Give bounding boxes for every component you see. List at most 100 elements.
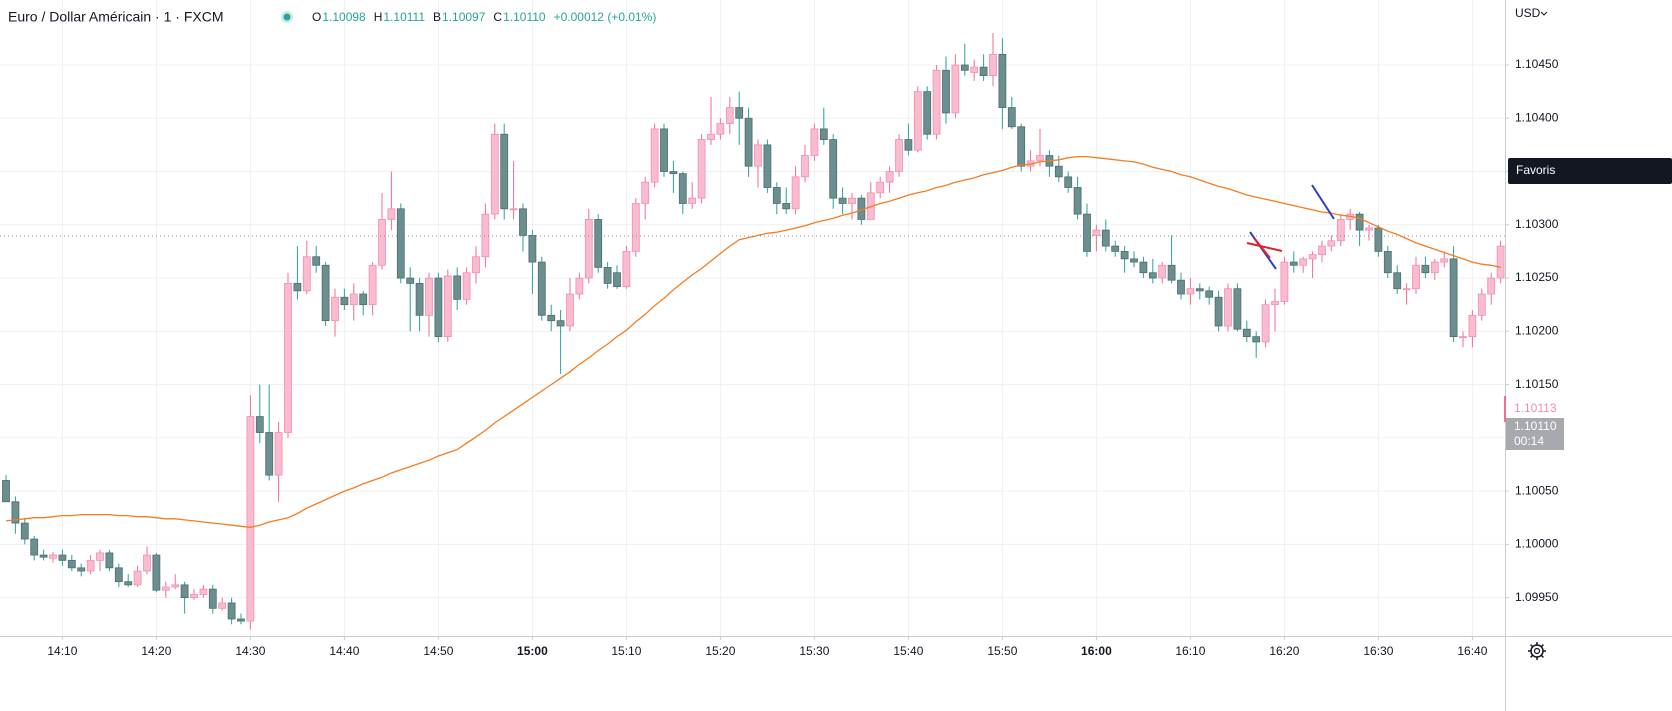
x-tick-label: 16:30 <box>1363 644 1393 658</box>
candle-body <box>265 432 274 476</box>
status-dot <box>283 13 291 21</box>
trend-line[interactable] <box>1311 184 1335 220</box>
candle-body <box>594 219 603 268</box>
candle-body <box>462 272 471 300</box>
favorites-box[interactable] <box>1508 158 1672 184</box>
candle-body <box>1289 261 1298 266</box>
x-tick-label: 16:40 <box>1457 644 1487 658</box>
candle-body <box>725 107 734 124</box>
x-tick-label: 14:50 <box>423 644 453 658</box>
grid <box>0 0 1505 636</box>
candle-body <box>528 235 537 263</box>
candle-body <box>1064 176 1073 188</box>
candle-body <box>77 567 86 572</box>
x-tick-label: 16:10 <box>1175 644 1205 658</box>
candle-body <box>1177 279 1185 295</box>
candle-body <box>415 282 424 316</box>
candle-body <box>1299 258 1308 266</box>
candle-body <box>1365 227 1373 231</box>
candle-body <box>1073 187 1082 215</box>
candle-body <box>114 567 123 583</box>
candle-body <box>669 171 678 175</box>
candle-body <box>199 588 208 595</box>
candle-body <box>30 538 39 556</box>
candle-body <box>1083 213 1091 252</box>
x-tick-label: 14:10 <box>47 644 77 658</box>
candle-body <box>1374 227 1383 252</box>
ohlc-label: O <box>312 10 321 24</box>
candle-body <box>312 256 321 266</box>
candle-body <box>838 197 847 204</box>
candle-body <box>274 432 283 476</box>
candle-body <box>1224 288 1232 327</box>
candle-body <box>932 69 941 135</box>
candle-body <box>904 139 913 151</box>
ohlc-value: 1.10111 <box>383 10 425 24</box>
x-tick-label: 15:30 <box>799 644 829 658</box>
candle-body <box>1036 155 1044 162</box>
candle-body <box>801 155 809 178</box>
currency[interactable]: USD <box>1515 6 1541 20</box>
x-tick-label: 15:20 <box>705 644 735 658</box>
cross-mark[interactable] <box>1253 237 1271 259</box>
x-tick-label: 15:50 <box>987 644 1017 658</box>
candle-body <box>321 264 330 322</box>
candle-body <box>11 501 20 524</box>
candle-body <box>349 293 358 306</box>
candle-body <box>293 282 302 292</box>
candle-body <box>1167 264 1176 281</box>
candle-body <box>1130 258 1138 263</box>
candle-body <box>998 53 1007 108</box>
candle-body <box>744 117 753 167</box>
candle-body <box>368 264 377 306</box>
candle-body <box>885 171 894 183</box>
candle-body <box>340 296 349 306</box>
candle-body <box>208 588 217 609</box>
candle-body <box>707 133 715 140</box>
candle-body <box>1487 277 1496 295</box>
candle-body <box>876 181 885 194</box>
candle-body <box>951 64 960 114</box>
candle-body <box>848 197 856 204</box>
candle-body <box>782 203 791 210</box>
candle-body <box>425 277 433 316</box>
x-tick-label: 14:20 <box>141 644 171 658</box>
candle-body <box>161 586 170 591</box>
favorites[interactable]: Favoris <box>1516 163 1555 177</box>
candle-body <box>359 293 368 306</box>
candle-body <box>1440 258 1449 263</box>
candle-body <box>133 570 142 586</box>
symbol-title: Euro / Dollar Américain · 1 · FXCM <box>8 9 224 25</box>
candle-body <box>1139 261 1148 274</box>
candle-body <box>519 208 527 236</box>
candle-body <box>1468 314 1477 338</box>
candle-body <box>716 123 725 135</box>
candle-body <box>218 602 227 609</box>
candle-body <box>547 314 556 322</box>
candle-body <box>678 173 687 204</box>
candle-body <box>537 261 546 316</box>
candle-body <box>246 416 255 622</box>
candle-body <box>810 128 819 156</box>
candle-body <box>1355 213 1364 231</box>
ohlc-label: B <box>433 10 441 24</box>
candle-body <box>1280 261 1289 302</box>
settings-icon[interactable] <box>1528 642 1546 660</box>
candle-body <box>1308 254 1317 260</box>
candle-body <box>895 139 903 172</box>
candle-body <box>1271 301 1279 306</box>
ohlc-value: 1.10097 <box>442 10 486 24</box>
candle-body <box>763 144 772 188</box>
candle-body <box>171 584 180 588</box>
candle-body <box>688 197 697 204</box>
candle-body <box>697 139 706 199</box>
candle-body <box>1007 107 1016 128</box>
candle-body <box>1054 165 1063 178</box>
candle-body <box>124 581 133 586</box>
candle-body <box>86 559 95 572</box>
cross-mark[interactable] <box>1246 242 1283 252</box>
ohlc-legend: O 1.10098 H 1.10111 B 1.10097 C 1.10110 +0.00012… <box>312 10 656 24</box>
candle-body <box>284 282 292 433</box>
candle-body <box>829 139 838 199</box>
